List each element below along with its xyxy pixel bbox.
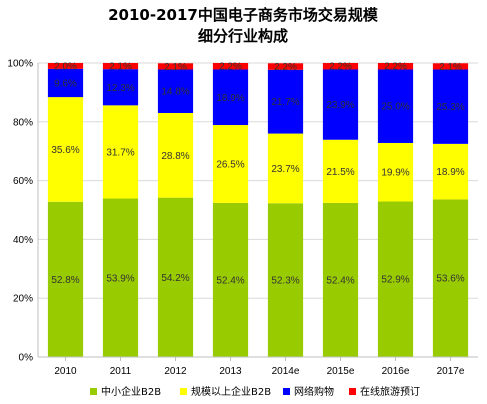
data-label: 9.6% <box>54 78 77 89</box>
bar-segment <box>432 69 469 144</box>
bar-segment <box>322 69 359 140</box>
data-label: 52.4% <box>216 275 244 286</box>
bar-segment <box>212 202 249 357</box>
x-tick-label: 2017e <box>437 366 465 377</box>
bar-segment <box>157 197 194 357</box>
x-tick-label: 2011 <box>110 366 132 377</box>
legend-label: 规模以上企业B2B <box>191 385 271 398</box>
bar-segment <box>102 69 139 106</box>
bar-segment <box>212 69 249 126</box>
x-tick-label: 2010 <box>54 366 77 377</box>
data-label: 31.7% <box>106 147 134 158</box>
data-label: 2.2% <box>384 62 407 73</box>
data-label: 35.6% <box>51 145 79 156</box>
x-tick-label: 2013 <box>219 366 242 377</box>
legend: 中小企业B2B 规模以上企业B2B 网络购物 在线旅游预订 <box>90 385 420 398</box>
data-label: 52.3% <box>271 276 299 287</box>
data-label: 23.9% <box>326 100 354 111</box>
bar-segment <box>267 203 304 357</box>
data-label: 28.8% <box>161 151 189 162</box>
bar-segment <box>212 63 249 70</box>
bar-segment <box>47 68 84 98</box>
data-label: 25.0% <box>381 102 409 113</box>
data-label: 52.8% <box>51 275 79 286</box>
data-label: 18.9% <box>216 93 244 104</box>
y-tick-label: 40% <box>13 235 33 246</box>
bar-segment <box>267 63 304 70</box>
data-label: 53.9% <box>106 273 134 284</box>
legend-label: 中小企业B2B <box>101 385 161 398</box>
bar-segment <box>212 125 249 203</box>
data-label: 19.9% <box>381 168 409 179</box>
bar-segment <box>377 63 414 70</box>
bar-segment <box>102 105 139 199</box>
legend-swatch <box>90 388 97 395</box>
y-tick-label: 20% <box>13 294 33 305</box>
axes: 0% 20% 40% 60% 80% 100% 2010 2011 2012 2013 2014e 2… <box>7 59 478 377</box>
bar-segment <box>157 63 194 70</box>
x-tick-label: 2012 <box>164 366 187 377</box>
chart-subtitle: 细分行业构成 <box>198 27 288 45</box>
bar-segment <box>267 69 304 134</box>
data-label: 2.1% <box>164 62 187 73</box>
data-label: 53.6% <box>436 274 464 285</box>
bar-segment <box>322 63 359 70</box>
bar-segment <box>157 112 194 198</box>
x-tick-label: 2014e <box>272 366 300 377</box>
bar-segment <box>47 201 84 357</box>
bar-segment <box>47 97 84 202</box>
data-label: 21.5% <box>326 167 354 178</box>
data-label: 2.2% <box>219 62 242 73</box>
y-tick-label: 60% <box>13 176 33 187</box>
bar-segment <box>267 133 304 204</box>
data-label: 2.0% <box>54 61 77 72</box>
data-label: 14.8% <box>161 87 189 98</box>
x-tick-label: 2015e <box>327 366 355 377</box>
data-label: 54.2% <box>161 273 189 284</box>
bar-segment <box>157 69 194 113</box>
legend-swatch <box>349 388 356 395</box>
bar-segment <box>322 139 359 203</box>
bar-segment <box>377 201 414 357</box>
data-label: 2.1% <box>109 62 132 73</box>
data-label: 2.2% <box>274 62 297 73</box>
x-tick-label: 2016e <box>382 366 410 377</box>
bar-segment <box>432 63 469 70</box>
bar-segment <box>432 199 469 357</box>
data-label: 12.3% <box>106 83 134 94</box>
data-label: 2.2% <box>329 62 352 73</box>
bar-segment <box>102 198 139 357</box>
data-label: 25.3% <box>436 102 464 113</box>
chart-title: 2010-2017中国电子商务市场交易规模 <box>108 6 379 24</box>
bar-segment <box>47 63 84 69</box>
data-label: 52.4% <box>326 275 354 286</box>
data-label: 2.1% <box>439 62 462 73</box>
data-label: 18.9% <box>436 167 464 178</box>
data-label: 23.7% <box>271 164 299 175</box>
data-label: 21.7% <box>271 97 299 108</box>
data-label: 26.5% <box>216 159 244 170</box>
legend-swatch <box>180 388 187 395</box>
y-tick-label: 80% <box>13 117 33 128</box>
legend-swatch <box>283 388 290 395</box>
bar-segment <box>102 63 139 70</box>
bar-segment <box>377 142 414 202</box>
y-tick-label: 100% <box>7 59 33 70</box>
data-label: 52.9% <box>381 275 409 286</box>
bar-segment <box>377 69 414 143</box>
y-tick-label: 0% <box>19 353 34 364</box>
legend-label: 在线旅游预订 <box>360 385 420 398</box>
bar-segment <box>432 143 469 200</box>
legend-label: 网络购物 <box>294 385 334 398</box>
bars: 52.8% 35.6% 9.6% 2.0% 53.9% 31.7% 12.3% 2.1% 54.… <box>47 61 469 357</box>
bar-segment <box>322 202 359 357</box>
